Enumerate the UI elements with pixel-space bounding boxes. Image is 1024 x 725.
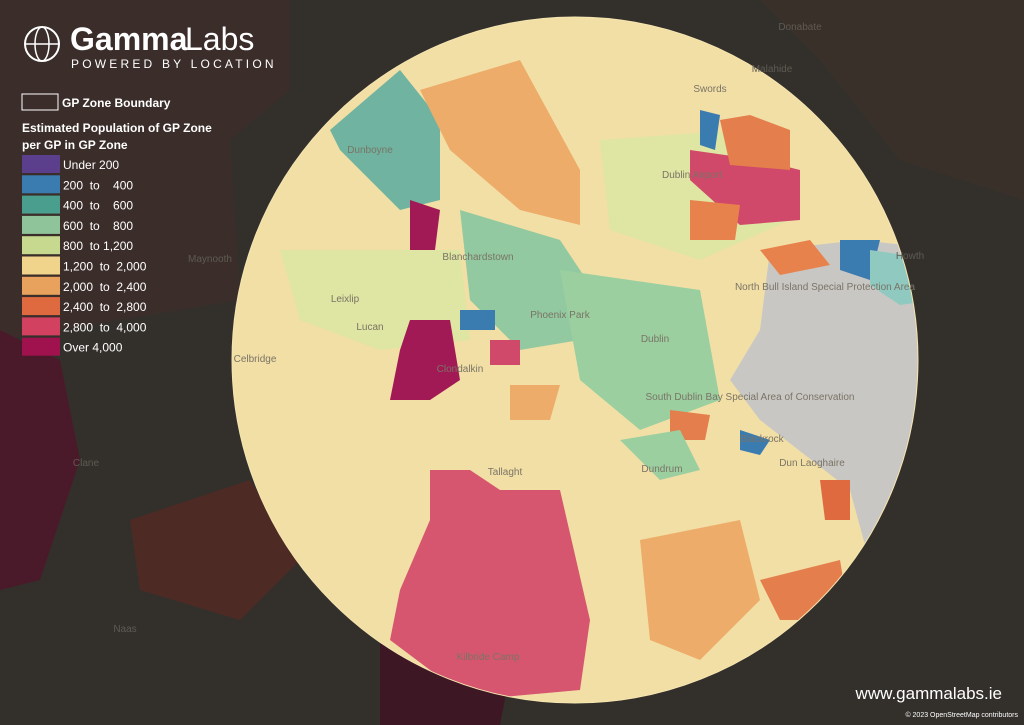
place-label: Clondalkin [437,364,484,375]
boundary-label: GP Zone Boundary [62,96,171,110]
legend-label: 2,400 to 2,800 [63,300,147,314]
place-label: Tallaght [488,467,523,478]
gp-zone [690,200,740,240]
website: www.gammalabs.ie [855,684,1002,703]
place-label: Dun Laoghaire [779,458,845,469]
attribution: © 2023 OpenStreetMap contributors [905,711,1018,719]
dark-zone [0,330,80,590]
place-label: Malahide [752,64,793,75]
gp-zone [870,250,918,305]
place-label: South Dublin Bay Special Area of Conserv… [645,392,854,403]
legend-swatch [22,236,60,255]
gp-zone [410,200,440,250]
gp-zone [330,70,440,210]
legend-swatch [22,195,60,214]
legend-label: 800 to 1,200 [63,239,133,253]
circle-area [232,17,918,703]
brand-bold: Gamma [70,21,188,57]
place-label: Blanchardstown [442,252,513,263]
gp-zone [460,310,495,330]
legend-swatch [22,317,60,336]
legend-title: Estimated Population of GP Zone [22,121,212,135]
place-label: Clane [73,458,100,469]
gp-zone [490,340,520,365]
place-label: Dublin [641,334,669,345]
gp-zone [390,320,460,400]
legend-label: 2,800 to 4,000 [63,320,147,334]
place-label: Kilbride Camp [457,652,520,663]
place-label: North Bull Island Special Protection Are… [735,282,916,293]
place-label: Dundrum [641,464,682,475]
gp-zone [760,240,830,275]
legend-label: 2,000 to 2,400 [63,280,147,294]
gp-zone [620,430,700,480]
legend-label: 600 to 800 [63,219,133,233]
gp-zone [740,430,770,455]
place-label: Naas [113,624,136,635]
legend-swatch [22,276,60,295]
dark-zone [760,0,1024,200]
legend-swatch [22,297,60,316]
gp-zone [420,60,580,225]
gp-zone [700,110,720,150]
legend-swatch [22,175,60,194]
gp-zone [390,470,590,700]
place-label: Blackrock [740,434,784,445]
legend-label: 200 to 400 [63,178,133,192]
place-label: Leixlip [331,294,360,305]
place-label: Phoenix Park [530,310,590,321]
legend-swatch [22,337,60,356]
boundary-swatch [21,93,59,111]
legend-title: per GP in GP Zone [22,138,128,152]
place-label: Maynooth [188,254,232,265]
place-label: Dunboyne [347,145,393,156]
legend: Under 200 200 to 400 400 to 600 600 to 800 8… [22,155,147,356]
dark-zone [130,480,300,620]
legend-swatch [22,256,60,275]
brand-light: Labs [185,21,254,57]
circle-edge [231,16,919,704]
legend-label: 400 to 600 [63,199,133,213]
place-label: Howth [896,251,924,262]
gp-zone [510,385,560,420]
legend-label: Over 4,000 [63,341,123,355]
gp-zone [720,115,790,170]
place-label: Donabate [778,22,822,33]
place-label: Dublin Airport [662,170,722,181]
gp-zone [820,480,850,520]
place-label: Lucan [356,322,383,333]
place-label: Celbridge [234,354,277,365]
legend-label: Under 200 [63,158,119,172]
legend-swatch [22,155,60,173]
tagline: POWERED BY LOCATION [71,57,277,71]
gp-zone [640,520,760,660]
dark-zone [0,0,290,340]
gp-zone [560,270,720,430]
legend-swatch [22,215,60,234]
place-labels: Donabate Swords Malahide Dunboyne Dublin Air… [73,22,924,663]
legend-label: 1,200 to 2,000 [63,260,147,274]
place-label: Swords [693,84,726,95]
gp-zone [690,150,800,225]
